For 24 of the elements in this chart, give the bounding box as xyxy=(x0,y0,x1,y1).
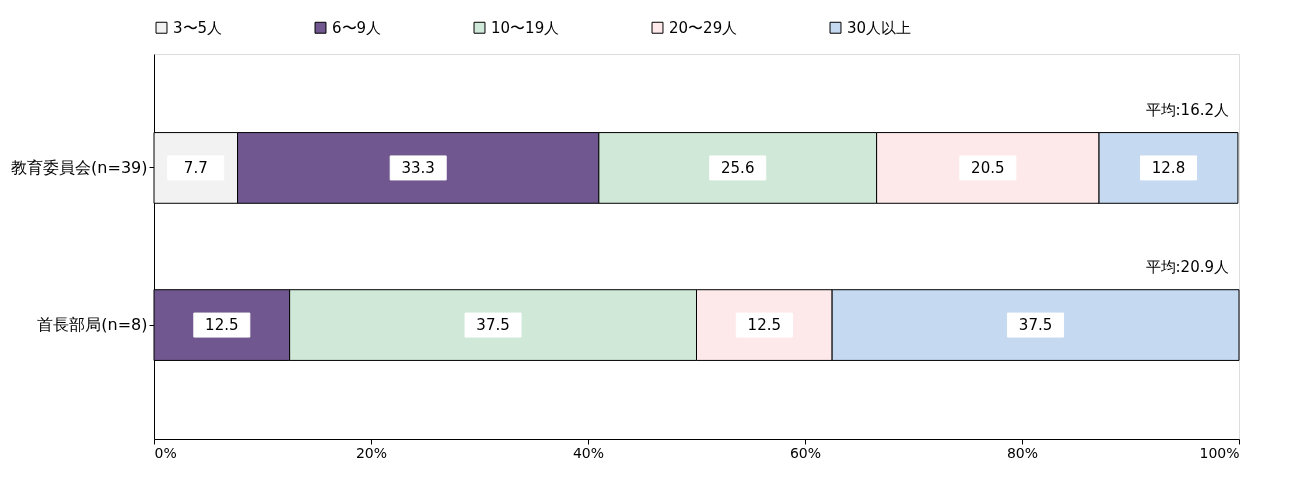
x-tick-label: 20% xyxy=(355,444,388,461)
legend-label: 10〜19人 xyxy=(491,18,560,37)
legend-label: 30人以上 xyxy=(847,18,912,37)
data-label: 12.5 xyxy=(205,316,239,335)
x-tick-label: 100% xyxy=(1199,444,1240,461)
data-label: 25.6 xyxy=(721,158,755,177)
x-tick-label: 0% xyxy=(154,444,177,461)
data-label: 12.8 xyxy=(1151,158,1186,177)
data-label: 12.5 xyxy=(747,316,782,335)
data-label: 37.5 xyxy=(476,316,510,335)
data-label: 33.3 xyxy=(401,158,435,177)
annotation: 平均:20.9人 xyxy=(1145,258,1229,277)
y-tick-label: 首長部局(n=8) xyxy=(37,315,148,335)
data-label: 37.5 xyxy=(1018,316,1053,335)
x-tick-label: 80% xyxy=(1006,444,1039,461)
data-label: 20.5 xyxy=(971,158,1005,177)
x-tick-label: 40% xyxy=(572,444,605,461)
y-tick-label: 教育委員会(n=39) xyxy=(11,157,148,177)
annotation: 平均:16.2人 xyxy=(1145,100,1229,119)
legend-label: 3〜5人 xyxy=(173,18,223,37)
x-tick-label: 60% xyxy=(789,444,822,461)
legend-label: 20〜29人 xyxy=(669,18,738,37)
data-label: 7.7 xyxy=(183,158,208,177)
legend-label: 6〜9人 xyxy=(332,18,382,37)
